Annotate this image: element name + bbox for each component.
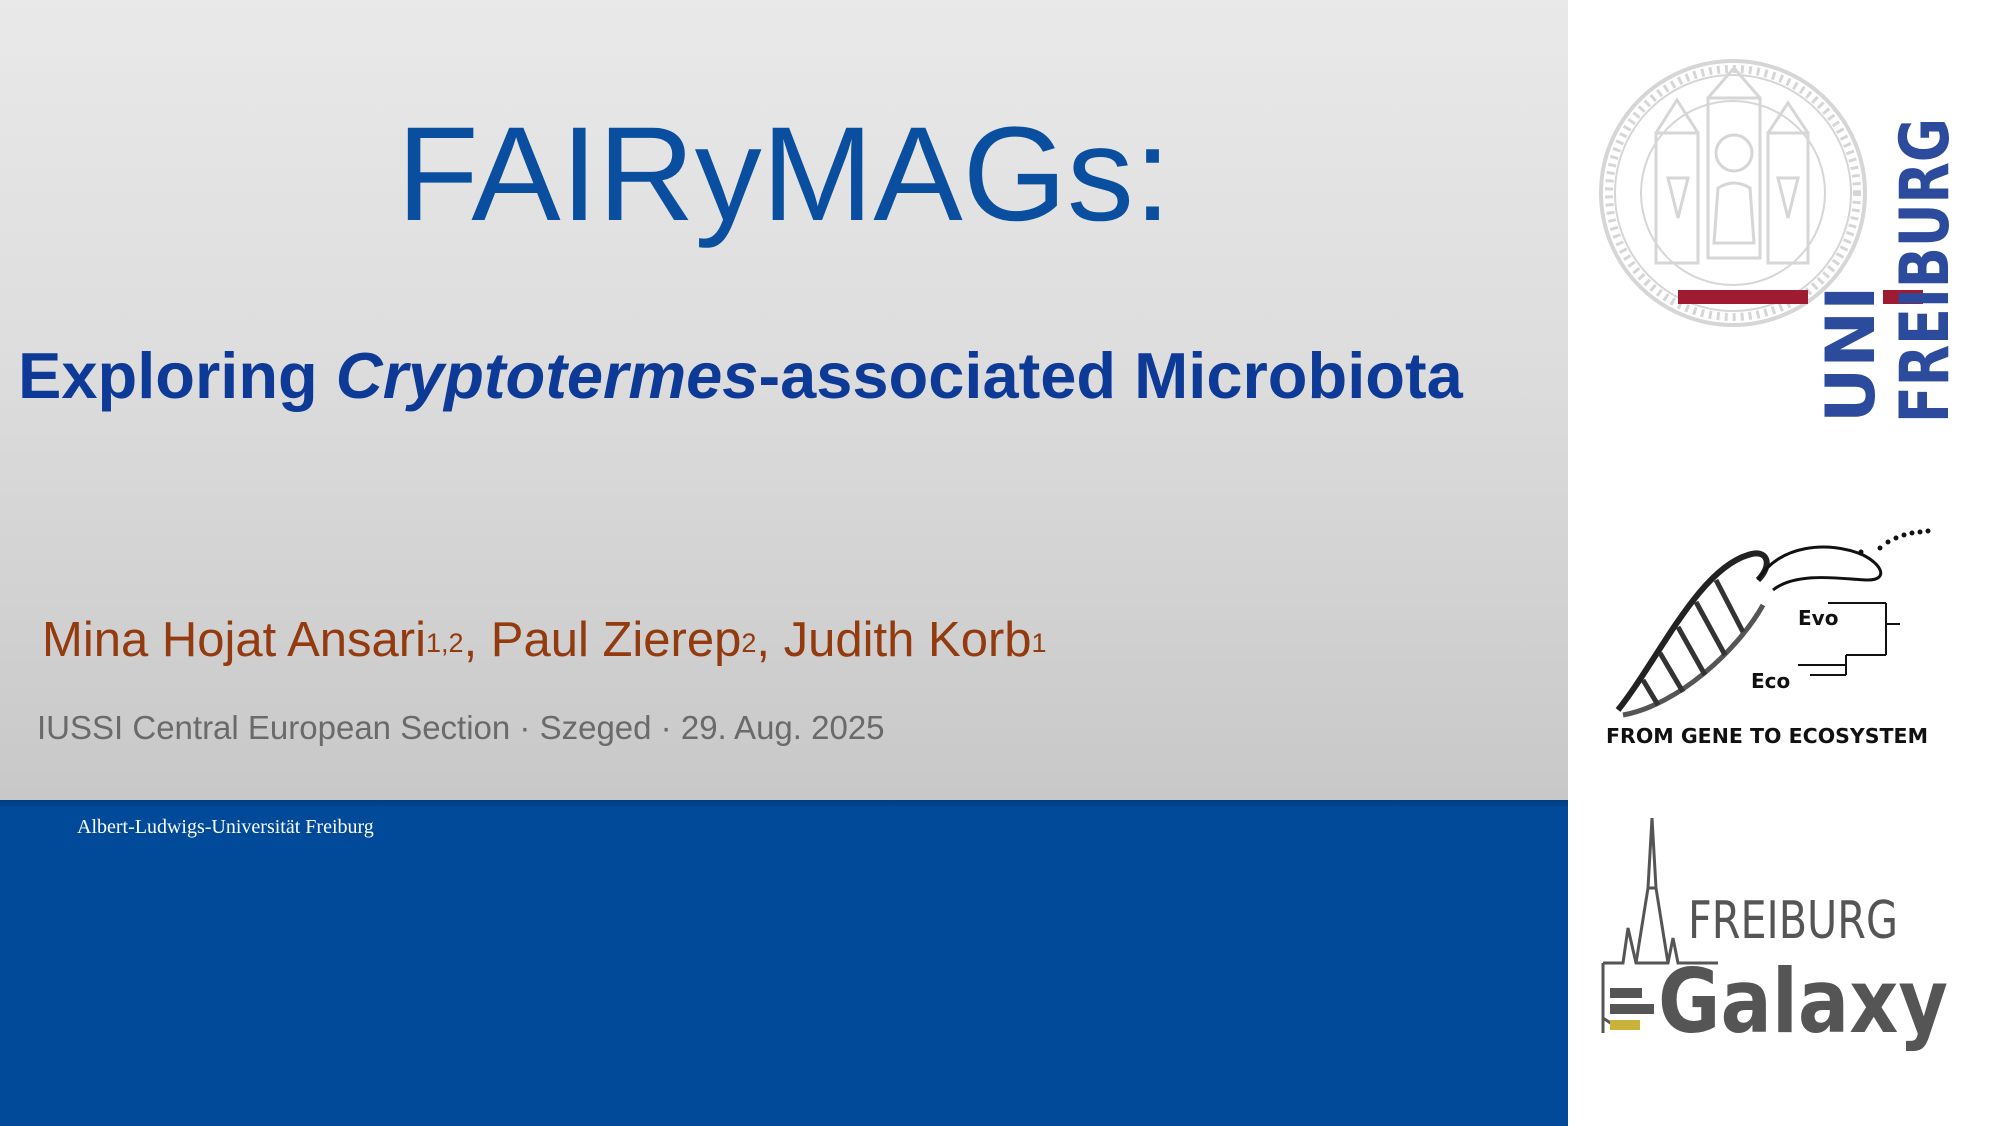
university-seal-icon (1599, 59, 1867, 327)
evo-eco-logo: Evo Eco FROM GENE TO ECOSYSTEM (1606, 528, 1931, 748)
author-affiliation: 1 (1031, 628, 1047, 658)
subtitle-italic-genus: Cryptotermes (335, 339, 759, 412)
subtitle-part-2: -associated Microbiota (758, 339, 1463, 412)
galaxy-logo-line2: Galaxy (1658, 950, 1948, 1053)
band-shadow (0, 800, 1568, 808)
slide-title: FAIRyMAGs: (396, 100, 1172, 249)
author-separator: , (756, 613, 784, 667)
freiburg-galaxy-logo: FREIBURG Galaxy (1601, 818, 1948, 1053)
uni-red-bar-right (1883, 290, 1923, 304)
footer-band (0, 800, 1568, 1126)
evo-label: Evo (1798, 606, 1838, 630)
eco-label: Eco (1751, 669, 1790, 693)
footer-institution: Albert-Ludwigs-Universität Freiburg (77, 816, 374, 838)
title-panel (0, 0, 1568, 800)
galaxy-logo-line1: FREIBURG (1688, 891, 1898, 951)
slide-subtitle: Exploring Cryptotermes-associated Microb… (18, 336, 1568, 416)
author-name: Mina Hojat Ansari (42, 613, 427, 667)
event-info: IUSSI Central European Section · Szeged … (37, 709, 885, 746)
subtitle-part-1: Exploring (18, 339, 336, 412)
slide: FAIRyMAGs: Exploring Cryptotermes-associ… (0, 0, 1568, 1126)
dna-termite-icon (1615, 528, 1931, 718)
author-name: Paul Zierep (490, 613, 742, 667)
logo-sidebar: UNI FREIBURG (1568, 0, 2000, 1126)
uni-logo-line2: FREIBURG (1886, 118, 1965, 423)
author-affiliation: 1,2 (426, 628, 464, 658)
uni-logo-line1: UNI (1812, 286, 1891, 423)
evo-eco-tagline: FROM GENE TO ECOSYSTEM (1606, 724, 1928, 748)
author-list: Mina Hojat Ansari1,2, Paul Zierep2, Judi… (42, 607, 1047, 673)
author-affiliation: 2 (741, 628, 757, 658)
uni-freiburg-logo: UNI FREIBURG (1599, 59, 1965, 423)
phylogeny-tree-icon (1798, 602, 1900, 676)
author-separator: , (463, 613, 491, 667)
uni-red-bar-left (1678, 290, 1808, 304)
galaxy-bars-icon (1610, 988, 1654, 1030)
author-name: Judith Korb (783, 613, 1032, 667)
